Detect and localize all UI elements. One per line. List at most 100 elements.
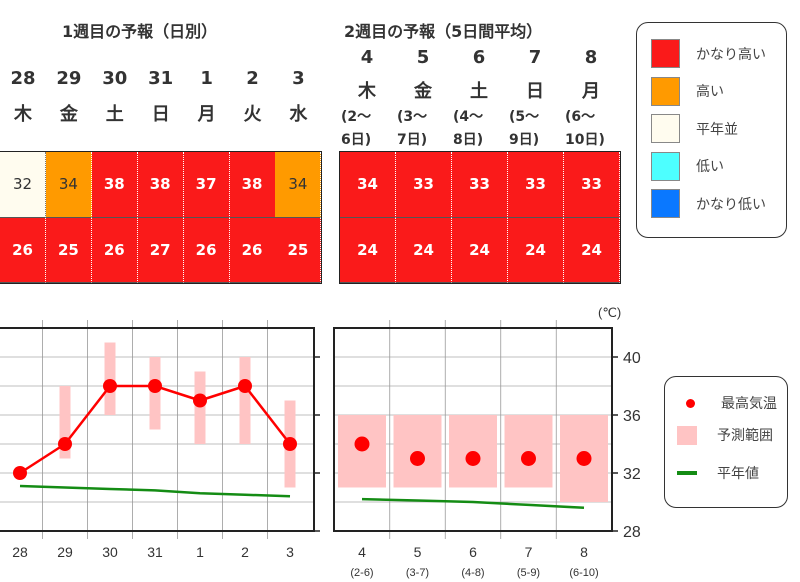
max-temp-cell: 38 (137, 152, 184, 218)
red-dot-icon (686, 398, 695, 408)
range-start-label: (5～ (509, 109, 540, 125)
x-tick-label: 1 (196, 544, 204, 560)
normal-swatch (651, 114, 680, 143)
date-label: 28 (10, 68, 36, 89)
forecast-range-bar (149, 357, 161, 430)
forecast-range-bar (104, 342, 116, 415)
min-temp-cell: 27 (137, 217, 184, 283)
x-tick-label: 31 (147, 544, 163, 560)
range-start-label: (2～ (341, 109, 372, 125)
max-temp-point (354, 436, 370, 452)
min-temp-cell: 24 (564, 217, 620, 283)
max-temp-cell: 33 (452, 152, 508, 218)
max-temp-cell: 37 (183, 152, 230, 218)
legend-label: 最高気温 (721, 396, 777, 412)
weekday-label: 金 (59, 104, 78, 125)
weekday-label: 木 (14, 104, 32, 125)
weekday-label: 月 (197, 104, 216, 125)
class-legend-item: 平年並 (651, 114, 738, 143)
max-temp-cell: 32 (0, 152, 46, 218)
forecast-range-bar (449, 415, 497, 488)
normal-line (361, 497, 585, 510)
legend-label: 予測範囲 (717, 428, 773, 444)
max-temp-point (521, 451, 536, 466)
x-sub-label: (5-9) (517, 567, 540, 579)
min-temp-cell: 26 (229, 217, 276, 283)
forecast-range-bar (393, 415, 442, 488)
max-temp-point (58, 437, 72, 451)
max-temp-point (283, 437, 297, 451)
class-legend-label: かなり高い (696, 46, 766, 63)
max-temp-cell: 38 (229, 152, 276, 218)
max-temp-cell: 34 (340, 152, 396, 218)
range-end-label: 7日) (397, 132, 428, 148)
date-label: 31 (148, 68, 174, 89)
x-sub-label: (6-10) (569, 567, 598, 579)
weekday-label: 土 (105, 104, 124, 125)
unit-label: (℃) (598, 305, 621, 320)
very-high-swatch (651, 39, 680, 68)
forecast-range-bar (239, 357, 251, 444)
x-tick-label: 6 (469, 544, 477, 560)
date-label: 5 (416, 47, 430, 68)
class-legend-item: かなり高い (651, 39, 766, 68)
very-low-swatch (651, 189, 680, 218)
max-temp-point (465, 451, 481, 466)
legend-label: 平年値 (717, 466, 759, 482)
normal-line (19, 484, 291, 498)
x-tick-label: 8 (580, 544, 588, 560)
date-label: 2 (246, 68, 259, 89)
y-tick-label: 40 (623, 350, 641, 367)
forecast-range-bar (504, 415, 553, 488)
min-temp-cell: 26 (183, 217, 230, 283)
x-sub-label: (2-6) (350, 567, 373, 579)
pink-box-icon (677, 425, 697, 445)
legend-normal: 平年値 (677, 463, 759, 483)
y-tick-label: 36 (623, 408, 641, 425)
forecast-range-bar (560, 415, 608, 502)
date-label: 4 (360, 47, 374, 68)
date-label: 1 (200, 68, 213, 89)
date-label: 6 (472, 47, 486, 68)
min-temp-cell: 25 (275, 217, 322, 283)
class-legend-label: 低い (696, 159, 724, 175)
weekday-label: 日 (151, 104, 170, 125)
class-legend-label: かなり低い (696, 196, 766, 213)
week1-table: 32 26 34 25 38 26 38 27 37 26 38 26 34 25 (0, 151, 322, 284)
class-legend-label: 平年並 (696, 121, 738, 138)
date-label: 8 (584, 47, 598, 68)
date-label: 3 (292, 68, 305, 89)
min-temp-cell: 24 (508, 217, 564, 283)
min-temp-cell: 24 (452, 217, 508, 283)
x-tick-label: 29 (57, 544, 73, 560)
forecast-range-bar (59, 386, 71, 459)
date-label: 29 (56, 68, 82, 89)
class-legend-item: 高い (651, 76, 724, 106)
forecast-range-bar (338, 415, 386, 488)
x-tick-label: 7 (525, 544, 533, 560)
min-temp-cell: 25 (45, 217, 92, 283)
max-temp-line (19, 384, 291, 475)
min-temp-cell: 26 (91, 217, 138, 283)
week2-title: 2週目の予報（5日間平均） (344, 22, 543, 41)
weekday-label: 水 (289, 104, 308, 125)
max-temp-point (13, 466, 27, 480)
x-tick-label: 3 (286, 544, 294, 560)
range-start-label: (4～ (453, 109, 484, 125)
x-tick-label: 5 (414, 544, 422, 560)
weekday-label: 火 (243, 104, 262, 125)
forecast-range-bar (194, 371, 206, 444)
y-tick-label: 28 (623, 524, 641, 541)
weekday-label: 土 (470, 81, 488, 102)
green-line-icon (677, 471, 697, 475)
min-temp-cell: 24 (340, 217, 396, 283)
range-start-label: (6～ (565, 109, 596, 125)
max-temp-point (238, 379, 252, 393)
max-temp-point (103, 379, 117, 393)
weekday-label: 金 (414, 81, 432, 102)
x-sub-label: (4-8) (461, 567, 484, 579)
legend-forecast-range: 予測範囲 (677, 425, 773, 445)
weekday-label: 月 (582, 81, 600, 102)
max-temp-point (193, 393, 207, 408)
chart-legend: 最高気温 予測範囲 平年値 (664, 376, 788, 508)
